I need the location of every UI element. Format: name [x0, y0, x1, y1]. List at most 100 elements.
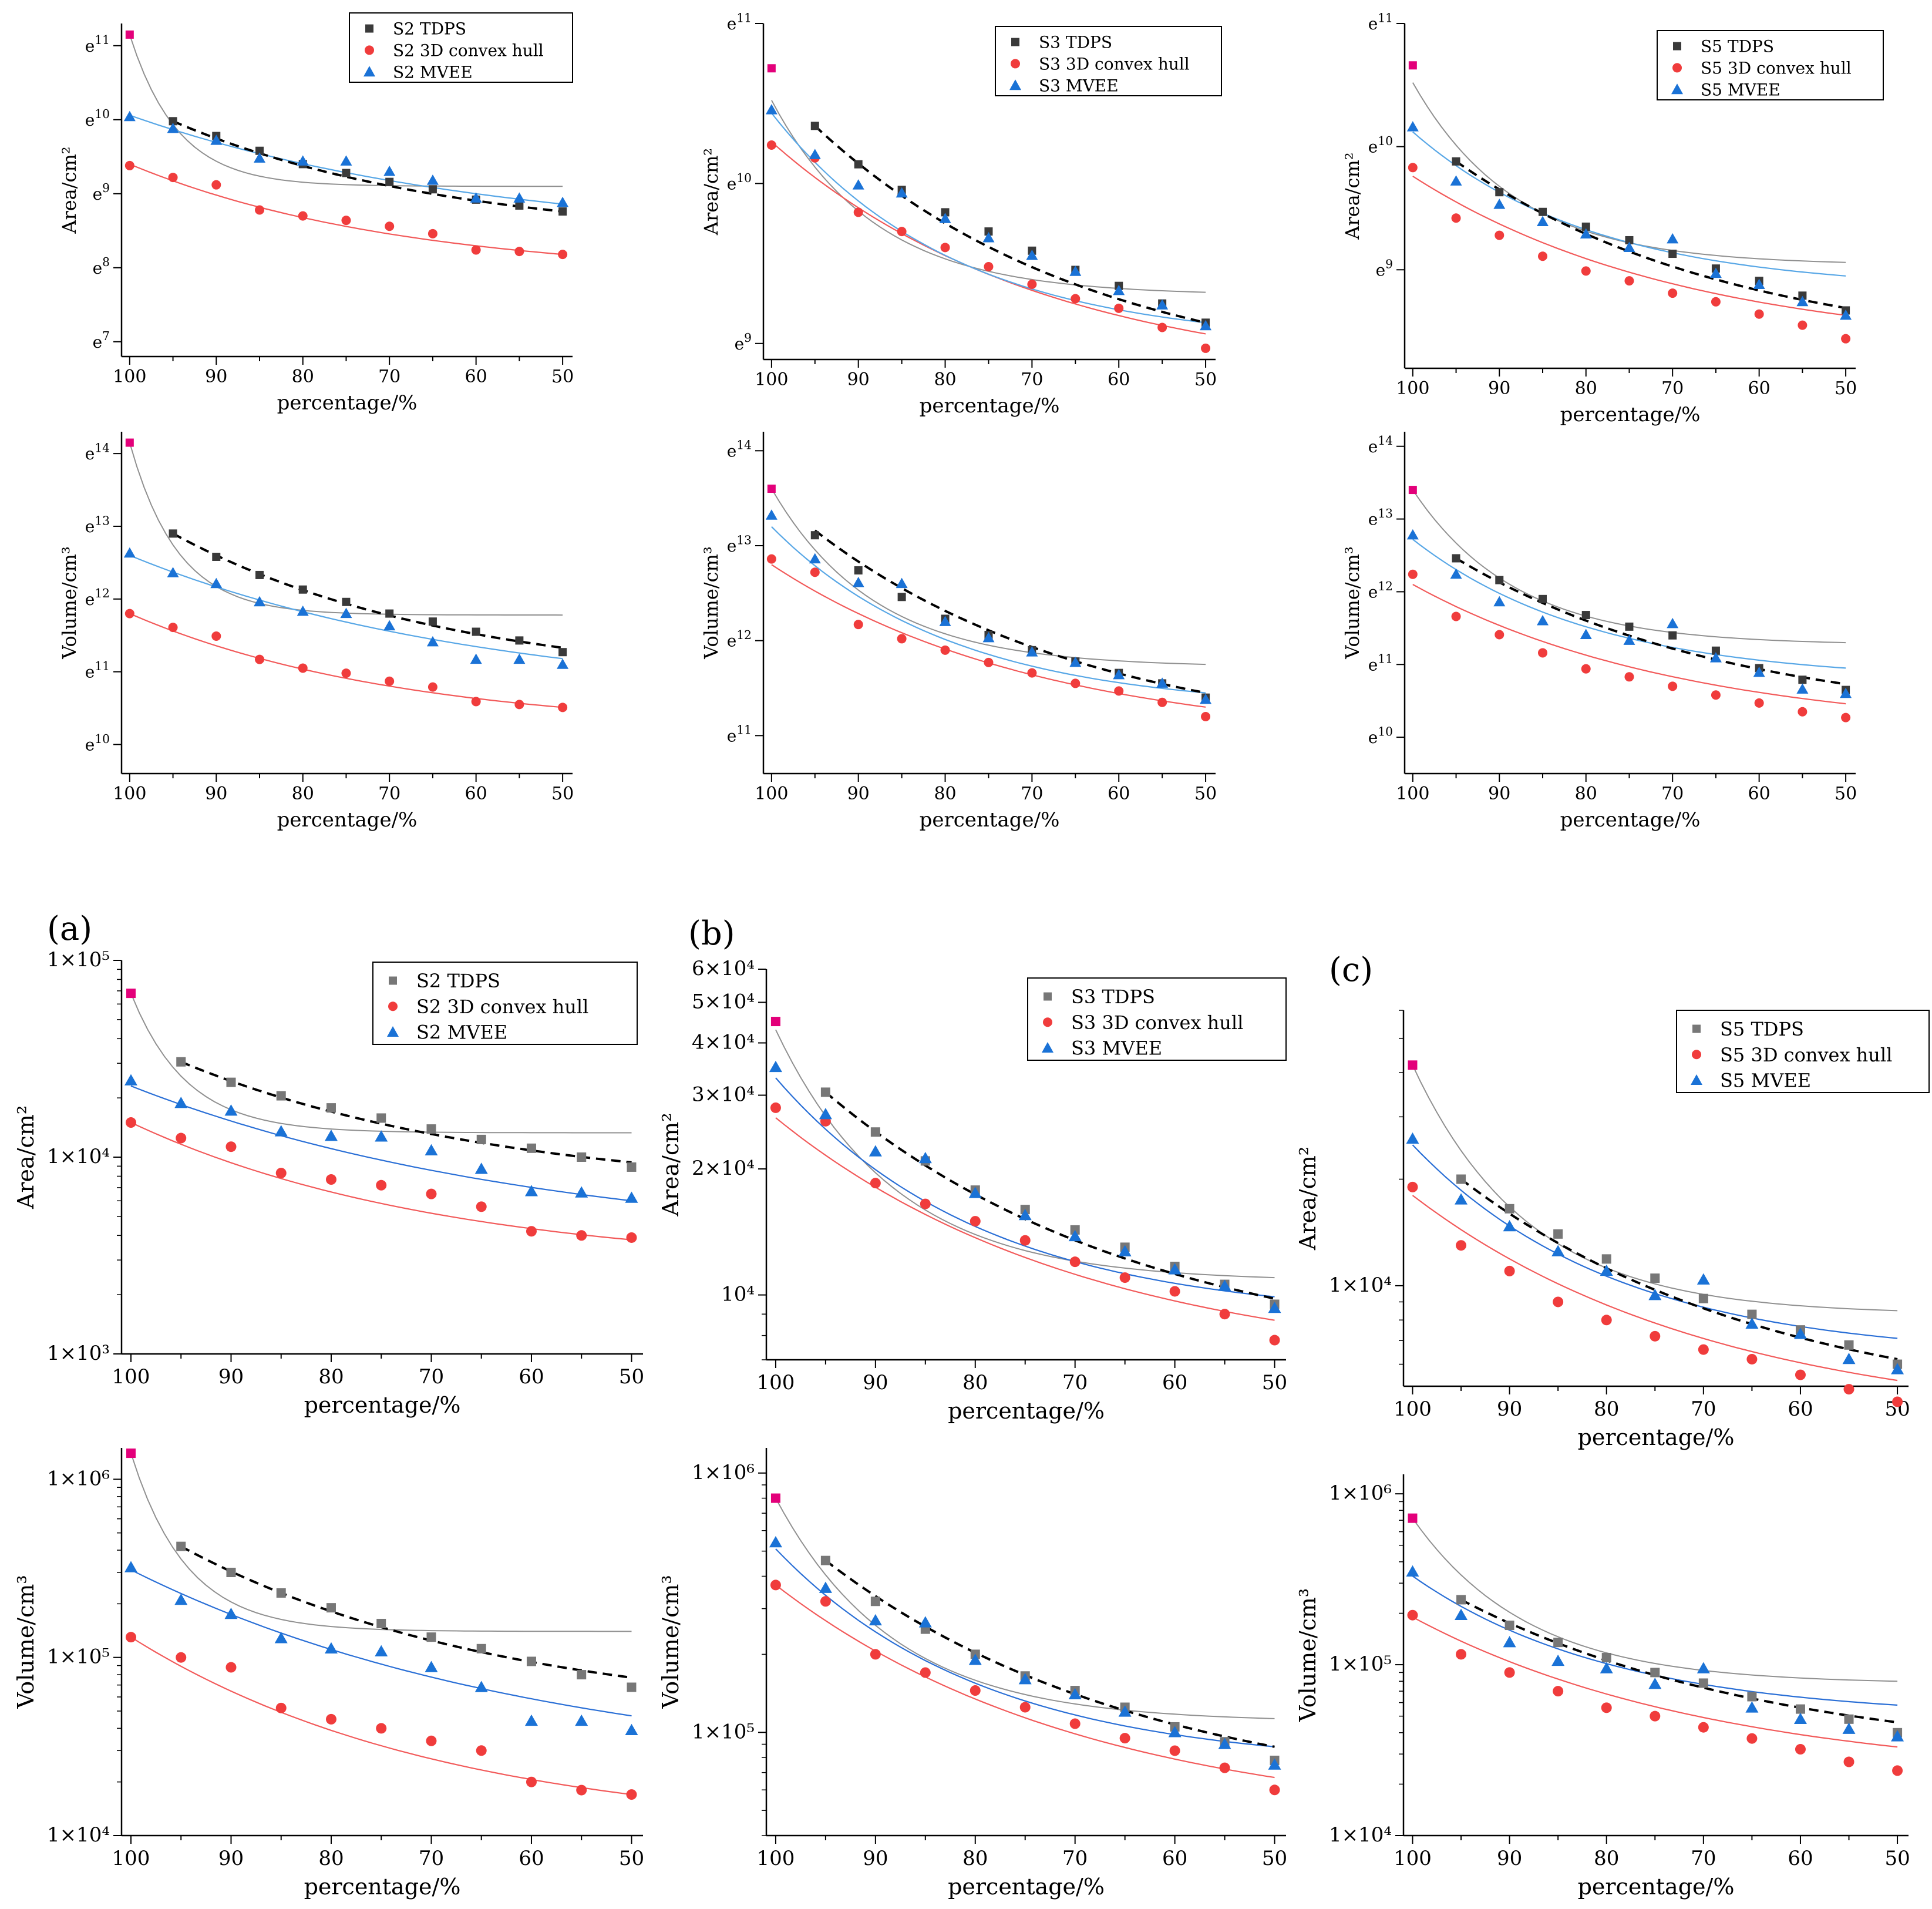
tdps-point [1747, 1309, 1757, 1319]
convex-hull-point [1601, 1315, 1612, 1326]
mvee-point [297, 155, 309, 166]
tdps-trend-curve [1455, 160, 1846, 310]
y-tick-label: 1×10³ [47, 1342, 110, 1365]
convex-hull-point [1624, 276, 1634, 286]
tdps-point [1070, 1225, 1080, 1235]
y-tick-label: 1×10⁴ [47, 1145, 110, 1168]
mvee-point [224, 1607, 238, 1619]
y-tick-label: e11 [85, 659, 110, 682]
x-axis-label: percentage/% [1560, 403, 1701, 426]
legend-marker-hull [365, 45, 374, 55]
tdps-point [820, 1087, 830, 1097]
y-tick-label: e8 [93, 255, 110, 278]
mvee-point [557, 658, 569, 669]
x-tick-label: 60 [1788, 1847, 1813, 1870]
mvee-point [1840, 687, 1852, 698]
hull-fit-curve [775, 1117, 1275, 1321]
x-tick-label: 100 [112, 1365, 150, 1389]
x-tick-label: 80 [934, 369, 956, 390]
tdps-point [276, 1588, 286, 1598]
mvee-point [819, 1108, 832, 1120]
tdps-point [426, 1632, 436, 1642]
mvee-point [1118, 1245, 1132, 1256]
y-tick-label: e11 [85, 33, 110, 56]
convex-hull-point [1169, 1745, 1180, 1756]
hull-fit-curve [1412, 1616, 1898, 1748]
mvee-point [1753, 666, 1765, 677]
tdps-point [1539, 207, 1547, 216]
convex-hull-point [526, 1776, 537, 1787]
mvee-fit-curve [775, 1548, 1275, 1747]
mvee-point [1200, 320, 1212, 331]
mvee-point [968, 1187, 982, 1198]
mvee-point [939, 213, 951, 223]
mvee-point [1648, 1289, 1662, 1300]
mvee-point [1450, 175, 1462, 186]
mvee-fit-curve [130, 1569, 632, 1717]
hull-fit-curve [1412, 176, 1846, 316]
mvee-point [375, 1130, 388, 1142]
legend-box [995, 26, 1222, 96]
x-tick-label: 60 [465, 784, 487, 804]
convex-hull-point [820, 1596, 831, 1607]
convex-hull-point [1069, 1256, 1081, 1268]
x-axis-label: percentage/% [948, 1398, 1105, 1424]
mvee-point [167, 567, 179, 577]
convex-hull-point [125, 1632, 136, 1643]
mvee-point [1753, 278, 1765, 289]
convex-hull-point [897, 634, 907, 644]
tdps-point [558, 207, 567, 216]
mvee-point [1113, 284, 1125, 295]
convex-hull-point [341, 216, 351, 226]
convex-hull-point [1119, 1272, 1130, 1283]
gray-fit-curve [1412, 82, 1846, 263]
convex-hull-point [211, 631, 221, 641]
legend-label: S5 MVEE [1701, 80, 1780, 99]
y-tick-label: 3×10⁴ [692, 1083, 755, 1107]
mvee-point [123, 110, 136, 122]
mvee-point [1600, 1264, 1613, 1276]
tdps-point [1452, 554, 1460, 563]
mvee-point [1600, 1662, 1613, 1673]
x-tick-label: 70 [378, 784, 400, 804]
tdps-trend-curve [824, 1560, 1275, 1748]
convex-hull-point [385, 676, 395, 686]
tdps-point [767, 64, 776, 73]
convex-hull-point [970, 1216, 981, 1227]
mvee-fit-curve [1412, 131, 1846, 277]
convex-hull-point [471, 697, 481, 707]
tdps-point [515, 201, 524, 210]
chart-top-area-S3: 100 90 80 70 60 50 e9 e10 e11 percentage/% Area/cm… [700, 11, 1222, 418]
convex-hull-point [428, 228, 437, 238]
x-tick-label: 90 [1497, 1847, 1522, 1870]
tdps-point [770, 1493, 780, 1503]
mvee-point [575, 1714, 588, 1726]
mvee-point [425, 1661, 438, 1672]
y-tick-label: e12 [727, 628, 752, 651]
tdps-trend-curve [180, 1060, 632, 1164]
tdps-point [1625, 236, 1634, 244]
gray-fit-curve [1412, 1518, 1898, 1682]
mvee-fit-curve [130, 1085, 632, 1202]
x-tick-label: 70 [1661, 784, 1684, 804]
tdps-trend-curve [172, 120, 563, 213]
x-tick-label: 90 [1497, 1397, 1522, 1421]
hull-fit-curve [1412, 1195, 1898, 1382]
x-tick-label: 60 [1108, 784, 1130, 804]
tdps-point [1408, 1060, 1418, 1070]
convex-hull-point [1027, 668, 1037, 678]
mvee-point [1697, 1662, 1710, 1673]
mvee-point [1450, 568, 1462, 579]
mvee-point [869, 1614, 882, 1626]
gray-fit-curve [771, 488, 1206, 666]
tdps-trend-curve [180, 1545, 632, 1679]
mvee-point [1068, 1688, 1082, 1700]
mvee-point [625, 1191, 638, 1203]
mvee-point [1218, 1279, 1231, 1291]
tdps-point [1798, 291, 1807, 300]
legend-label: S5 3D convex hull [1701, 59, 1852, 78]
tdps-point [941, 208, 950, 217]
mvee-point [1218, 1737, 1231, 1749]
legend-marker-hull [388, 1001, 398, 1011]
tdps-trend-curve [814, 529, 1206, 694]
